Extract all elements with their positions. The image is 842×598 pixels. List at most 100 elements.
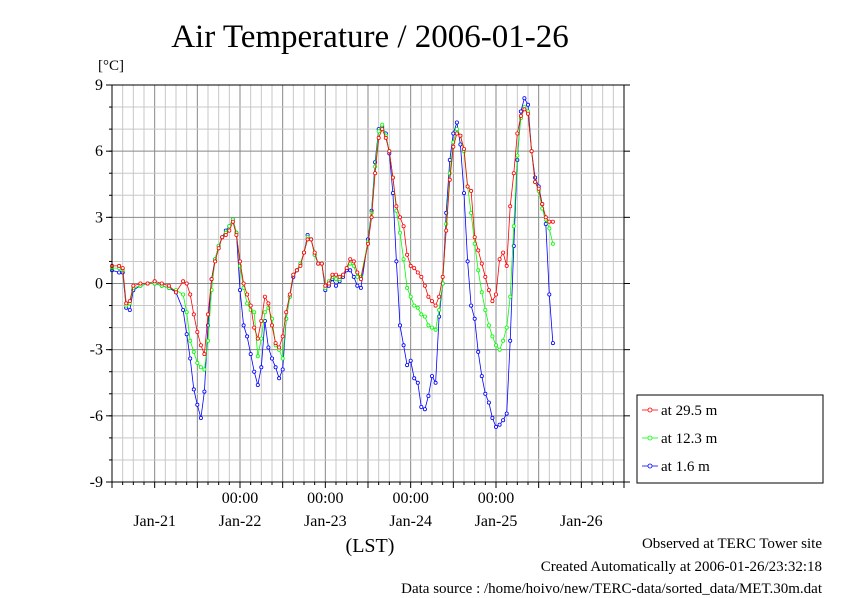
data-point	[355, 270, 360, 275]
axes: -9 -6 -3 0 3 6 9 00:00 00:00 00:00 00:00 Jan-21 Jan-…	[90, 77, 630, 530]
data-point	[255, 354, 260, 359]
data-point	[412, 303, 417, 308]
data-point	[305, 237, 310, 242]
y-tick-label: 3	[95, 209, 103, 226]
data-point	[351, 259, 356, 264]
legend-box	[636, 394, 824, 484]
data-point	[188, 338, 193, 343]
data-point	[476, 248, 481, 253]
data-point	[415, 270, 420, 275]
data-point	[181, 292, 186, 297]
x-date-label: Jan-24	[389, 513, 432, 530]
series-at-1-6-m	[110, 96, 555, 429]
data-point	[284, 310, 289, 315]
data-point	[195, 402, 200, 407]
data-point	[348, 257, 353, 262]
data-point	[344, 266, 349, 271]
x-date-label: Jan-25	[475, 513, 518, 530]
data-point	[486, 400, 491, 405]
data-point	[501, 338, 506, 343]
data-point	[127, 299, 132, 304]
data-point	[444, 228, 449, 233]
data-point	[252, 325, 257, 330]
data-point	[380, 127, 385, 132]
data-point	[454, 120, 459, 125]
x-tick-label: 00:00	[307, 490, 343, 507]
data-point	[408, 358, 413, 363]
data-point	[454, 127, 459, 132]
data-point	[337, 274, 342, 279]
x-tick-label: 00:00	[392, 490, 428, 507]
data-point	[508, 294, 513, 299]
data-point	[405, 285, 410, 290]
data-point	[262, 294, 267, 299]
data-point	[230, 219, 235, 224]
data-point	[191, 312, 196, 317]
y-tick-label: 0	[95, 276, 103, 293]
data-point	[536, 186, 541, 191]
data-point	[266, 345, 271, 350]
data-point	[461, 191, 466, 196]
data-point	[184, 310, 189, 315]
data-point	[483, 274, 488, 279]
data-point	[451, 144, 456, 149]
data-point	[184, 332, 189, 337]
data-point	[419, 312, 424, 317]
series-at-29-5-m	[110, 107, 555, 357]
data-point	[461, 146, 466, 151]
data-point	[547, 226, 552, 231]
data-point	[262, 310, 267, 315]
data-point	[294, 268, 299, 273]
data-point	[191, 349, 196, 354]
data-point	[209, 277, 214, 282]
data-point	[241, 281, 246, 286]
data-point	[117, 270, 122, 275]
y-tick-label: -6	[90, 408, 103, 425]
data-point	[159, 281, 164, 286]
data-point	[184, 281, 189, 286]
data-point	[479, 290, 484, 295]
data-point	[138, 281, 143, 286]
data-point	[397, 215, 402, 220]
data-point	[426, 323, 431, 328]
data-point	[202, 389, 207, 394]
data-point	[501, 418, 506, 423]
data-point	[433, 380, 438, 385]
data-point	[355, 283, 360, 288]
data-point	[124, 301, 129, 306]
data-point	[518, 109, 523, 114]
data-point	[387, 149, 392, 154]
data-point	[550, 241, 555, 246]
data-point	[543, 215, 548, 220]
data-point	[280, 356, 285, 361]
data-point	[540, 202, 545, 207]
data-point	[397, 323, 402, 328]
data-point	[451, 131, 456, 136]
x-date-label: Jan-23	[304, 513, 347, 530]
data-point	[287, 292, 292, 297]
data-point	[508, 338, 513, 343]
data-point	[166, 283, 171, 288]
data-point	[259, 336, 264, 341]
data-point	[405, 363, 410, 368]
data-point	[401, 257, 406, 262]
series-line	[112, 106, 554, 371]
data-point	[291, 272, 296, 277]
y-tick-label: -9	[90, 474, 103, 491]
data-point	[476, 268, 481, 273]
y-tick-label: 6	[95, 143, 103, 160]
data-point	[198, 365, 203, 370]
data-point	[469, 188, 474, 193]
data-point	[152, 279, 157, 284]
data-point	[269, 323, 274, 328]
data-point	[511, 224, 516, 229]
data-point	[422, 314, 427, 319]
data-point	[486, 288, 491, 293]
data-point	[259, 318, 264, 323]
data-point	[181, 307, 186, 312]
data-point	[316, 261, 321, 266]
data-point	[422, 407, 427, 412]
data-point	[526, 102, 531, 107]
data-point	[131, 283, 136, 288]
data-point	[550, 341, 555, 346]
